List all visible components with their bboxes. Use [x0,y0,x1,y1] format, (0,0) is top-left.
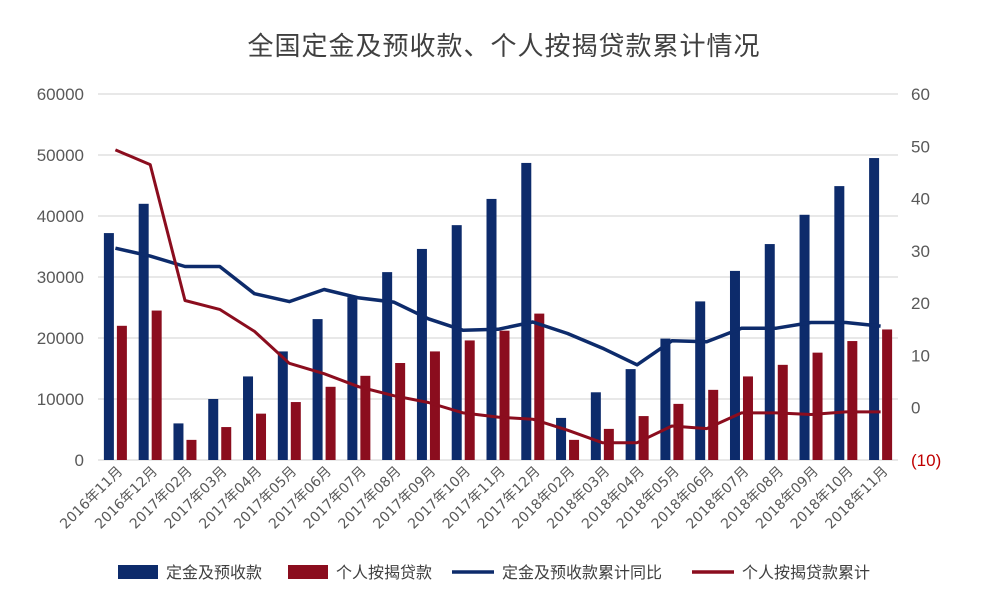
bar-mortgage [847,341,858,460]
line-mortgage-cum [114,148,881,445]
legend-deposit-bar-swatch [118,565,158,579]
legend-mortgage-line-label: 个人按揭贷款累计 [742,563,870,582]
bar-deposit [103,233,114,460]
right-tick-label: (10) [911,451,941,470]
bar-mortgage [812,352,823,460]
bar-deposit [208,399,219,460]
bar-mortgage [116,325,127,460]
bar-mortgage [534,313,545,460]
bar-deposit [590,392,601,460]
bar-mortgage [256,413,267,460]
left-tick-label: 50000 [37,146,84,165]
bar-deposit [347,297,358,460]
bar-deposit [382,272,393,460]
left-tick-label: 10000 [37,390,84,409]
right-tick-label: 20 [911,294,930,313]
right-tick-label: 30 [911,242,930,261]
bar-mortgage [360,375,371,460]
bar-deposit [243,376,254,460]
bar-mortgage [395,363,406,460]
legend-mortgage-bar-swatch [288,565,328,579]
right-tick-label: 50 [911,137,930,156]
legend-mortgage-bar-label: 个人按揭贷款 [336,563,432,582]
right-tick-label: 0 [911,399,920,418]
x-axis: 2016年11月2016年12月2017年02月2017年03月2017年04月… [57,464,891,533]
chart-title: 全国定金及预收款、个人按揭贷款累计情况 [247,32,761,62]
line-layer [114,148,881,445]
bar-mortgage [603,428,614,460]
bar-deposit [729,270,740,460]
bar-deposit [277,351,288,460]
bar-mortgage [186,439,197,460]
bar-mortgage [882,329,893,460]
left-axis: 0 10000 20000 30000 40000 50000 60000 [37,85,84,470]
bar-deposit [764,244,775,460]
bar-mortgage [673,403,684,460]
bar-deposit [416,248,427,460]
legend-deposit-line-label: 定金及预收款累计同比 [502,563,662,582]
bar-deposit [625,369,636,460]
bar-mortgage [464,340,475,460]
bar-mortgage [569,439,580,460]
bar-mortgage [742,376,753,460]
bar-deposit [660,338,671,460]
bar-deposit [521,162,532,460]
bar-deposit [869,158,880,461]
bar-mortgage [325,386,336,460]
bar-deposit [695,301,706,460]
bar-mortgage [290,402,301,460]
bar-deposit [451,225,462,460]
left-tick-label: 30000 [37,268,84,287]
right-axis: (10) 0 10 20 30 40 50 60 [911,85,941,470]
bar-deposit [556,417,567,460]
bar-deposit [799,214,810,460]
right-tick-label: 60 [911,85,930,104]
bar-layer [103,158,893,461]
bar-mortgage [221,427,232,460]
left-tick-label: 40000 [37,207,84,226]
line-deposit-yoy [115,246,881,367]
left-tick-label: 0 [75,451,84,470]
bar-mortgage [151,310,162,460]
left-tick-label: 20000 [37,329,84,348]
left-tick-label: 60000 [37,85,84,104]
bar-deposit [173,423,184,460]
right-tick-label: 40 [911,190,930,209]
bar-deposit [312,319,323,460]
bar-mortgage [499,330,510,460]
legend: 定金及预收款 个人按揭贷款 定金及预收款累计同比 个人按揭贷款累计 [118,563,870,582]
right-tick-label: 10 [911,346,930,365]
legend-deposit-bar-label: 定金及预收款 [166,563,262,582]
bar-deposit [138,203,149,461]
